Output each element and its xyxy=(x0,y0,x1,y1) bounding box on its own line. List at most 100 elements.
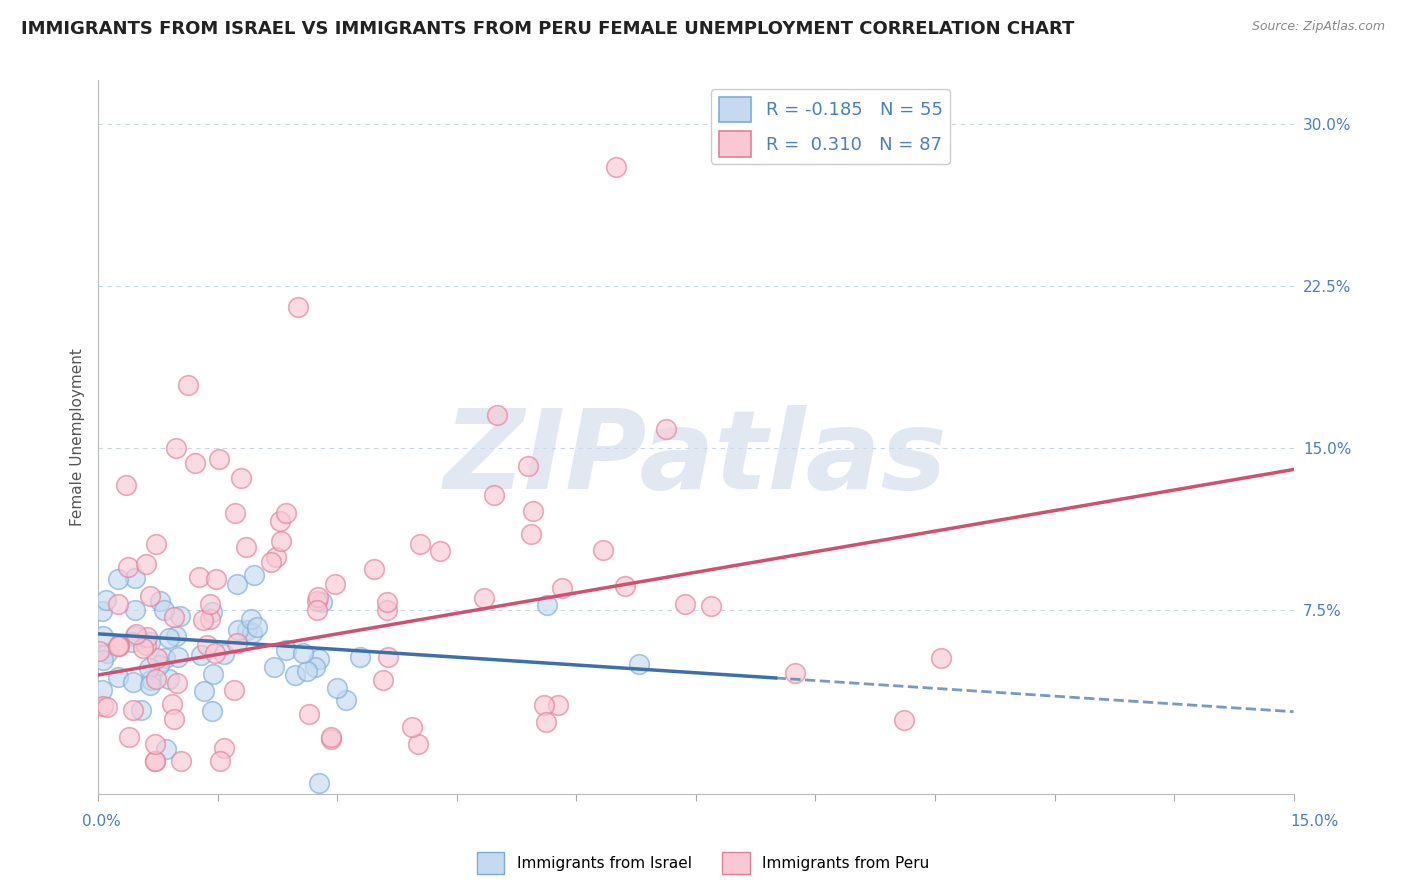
Point xyxy=(177,378,200,392)
Point xyxy=(141,673,163,688)
Point xyxy=(209,755,232,769)
Point xyxy=(108,638,131,652)
Point xyxy=(517,459,540,474)
Point xyxy=(124,571,146,585)
Point xyxy=(226,624,249,638)
Point xyxy=(139,589,162,603)
Point xyxy=(614,579,637,593)
Point xyxy=(124,629,146,643)
Point xyxy=(269,514,291,528)
Point xyxy=(201,704,224,718)
Point xyxy=(893,713,915,727)
Point xyxy=(243,567,266,582)
Point xyxy=(188,570,211,584)
Point xyxy=(231,471,253,485)
Point xyxy=(107,670,129,684)
Point xyxy=(224,506,246,520)
Point xyxy=(274,507,297,521)
Point xyxy=(145,672,167,686)
Point xyxy=(143,737,166,751)
Point xyxy=(401,720,423,734)
Point xyxy=(201,605,224,619)
Point xyxy=(149,594,172,608)
Point xyxy=(91,629,114,643)
Point xyxy=(148,658,170,673)
Point xyxy=(107,639,129,653)
Point xyxy=(125,626,148,640)
Point xyxy=(90,683,112,698)
Point xyxy=(536,714,558,729)
Point xyxy=(165,630,187,644)
Point xyxy=(93,699,115,714)
Point xyxy=(263,659,285,673)
Point xyxy=(371,673,394,687)
Point xyxy=(408,737,430,751)
Point xyxy=(157,672,180,686)
Point xyxy=(91,653,114,667)
Point xyxy=(139,678,162,692)
Point xyxy=(138,634,160,648)
Point xyxy=(107,597,129,611)
Point xyxy=(536,598,558,612)
Point xyxy=(118,730,141,744)
Point xyxy=(204,646,226,660)
Point xyxy=(533,698,555,712)
Point xyxy=(377,649,399,664)
Point xyxy=(94,593,117,607)
Point xyxy=(429,544,451,558)
Point xyxy=(551,581,574,595)
Point xyxy=(163,712,186,726)
Point xyxy=(153,603,176,617)
Point xyxy=(305,594,328,608)
Text: Source: ZipAtlas.com: Source: ZipAtlas.com xyxy=(1251,20,1385,33)
Point xyxy=(409,536,432,550)
Point xyxy=(240,612,263,626)
Point xyxy=(308,776,330,790)
Text: ZIPatlas: ZIPatlas xyxy=(444,405,948,512)
Point xyxy=(89,644,111,658)
Point xyxy=(377,603,399,617)
Point xyxy=(115,478,138,492)
Point xyxy=(153,650,176,665)
Point xyxy=(292,646,315,660)
Point xyxy=(91,604,114,618)
Point xyxy=(122,703,145,717)
Point xyxy=(157,632,180,646)
Point xyxy=(204,572,226,586)
Point xyxy=(129,703,152,717)
Point xyxy=(305,603,328,617)
Point xyxy=(482,487,505,501)
Point xyxy=(208,452,231,467)
Point xyxy=(122,674,145,689)
Point xyxy=(135,630,157,644)
Point xyxy=(184,456,207,470)
Point xyxy=(191,613,214,627)
Point xyxy=(472,591,495,605)
Point xyxy=(783,665,806,680)
Point xyxy=(485,409,508,423)
Point xyxy=(270,534,292,549)
Y-axis label: Female Unemployment: Female Unemployment xyxy=(69,348,84,526)
Point xyxy=(655,422,678,436)
Point xyxy=(246,620,269,634)
Point xyxy=(287,301,309,315)
Point xyxy=(335,693,357,707)
Point xyxy=(214,647,236,661)
Legend: Immigrants from Israel, Immigrants from Peru: Immigrants from Israel, Immigrants from … xyxy=(471,846,935,880)
Point xyxy=(135,638,157,652)
Point xyxy=(700,599,723,614)
Point xyxy=(96,700,118,714)
Point xyxy=(298,706,321,721)
Point xyxy=(107,572,129,586)
Point xyxy=(170,755,193,769)
Point xyxy=(673,597,696,611)
Point xyxy=(124,603,146,617)
Point xyxy=(547,698,569,713)
Point xyxy=(226,576,249,591)
Point xyxy=(304,660,326,674)
Point xyxy=(200,612,222,626)
Point xyxy=(226,636,249,650)
Point xyxy=(236,623,259,637)
Point xyxy=(325,681,347,695)
Point xyxy=(193,683,215,698)
